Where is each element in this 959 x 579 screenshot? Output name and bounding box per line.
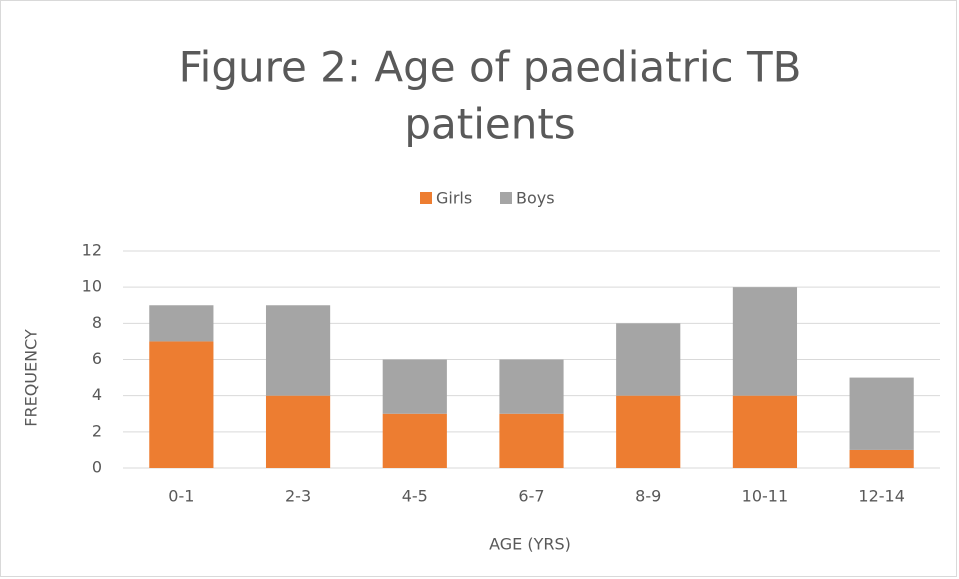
- bar-segment: [616, 395, 681, 468]
- bar-segment: [616, 323, 681, 396]
- y-tick-label: 8: [92, 313, 102, 332]
- x-tick-label: 8-9: [635, 487, 661, 506]
- x-tick-label: 6-7: [518, 487, 544, 506]
- bar-segment: [732, 287, 798, 396]
- legend-label: Girls: [436, 189, 472, 208]
- chart-title: Figure 2: Age of paediatric TB: [179, 43, 802, 92]
- legend-swatch: [500, 192, 512, 204]
- bar-segment: [732, 395, 798, 468]
- bar-segment: [499, 413, 564, 468]
- legend-swatch: [420, 192, 432, 204]
- bar-segment: [382, 413, 447, 468]
- x-tick-label: 2-3: [285, 487, 311, 506]
- y-tick-label: 4: [92, 385, 102, 404]
- x-tick-label: 4-5: [402, 487, 428, 506]
- bar-segment: [499, 359, 564, 414]
- y-tick-label: 12: [82, 241, 102, 260]
- chart-title: patients: [404, 100, 575, 149]
- x-tick-label: 12-14: [858, 487, 905, 506]
- legend-label: Boys: [516, 189, 555, 208]
- bar-segment: [849, 449, 914, 468]
- y-axis-label: FREQUENCY: [22, 329, 41, 427]
- bar-segment: [265, 305, 331, 396]
- bar-segment: [382, 359, 447, 414]
- bar-segment: [849, 377, 914, 450]
- x-axis-label: AGE (YRS): [489, 535, 571, 554]
- bar-segment: [149, 341, 214, 468]
- y-tick-label: 2: [92, 421, 102, 440]
- x-tick-label: 10-11: [742, 487, 789, 506]
- y-tick-label: 6: [92, 349, 102, 368]
- bar-segment: [149, 305, 214, 342]
- bar-segment: [265, 395, 331, 468]
- y-tick-label: 10: [82, 277, 102, 296]
- y-tick-label: 0: [92, 458, 102, 477]
- x-tick-label: 0-1: [168, 487, 194, 506]
